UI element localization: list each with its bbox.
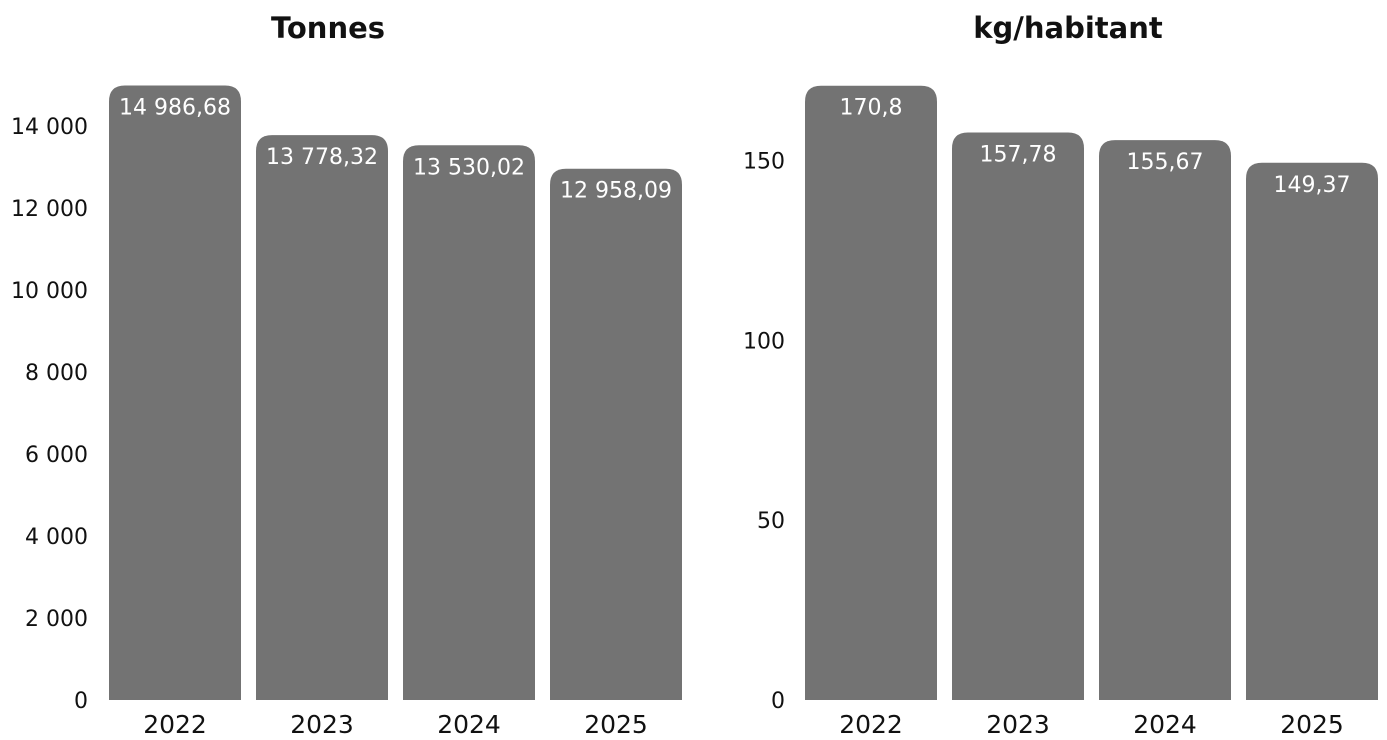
y-axis-ticks: 0 50 100 150 [743,150,785,714]
tonnes-chart: Tonnes 0 2 000 4 000 6 000 8 000 10 000 12 000… [11,11,682,739]
kg-habitant-chart: kg/habitant 0 50 100 150 170,8 2022 157,78 202… [743,11,1378,739]
x-category-label: 2024 [1133,710,1197,739]
bar-2023 [256,135,388,701]
bars: 170,8 2022 157,78 2023 155,67 2024 149,37 2025 [805,85,1378,739]
x-category-label: 2025 [584,710,648,739]
y-tick-label: 100 [743,329,785,354]
chart-title: Tonnes [271,11,385,45]
bar-2022 [805,85,937,700]
y-tick-label: 10 000 [11,279,88,304]
bar-2024 [1099,140,1231,700]
data-label: 13 778,32 [266,145,378,170]
x-category-label: 2023 [290,710,354,739]
y-tick-label: 4 000 [25,525,88,550]
y-tick-label: 8 000 [25,361,88,386]
y-axis-ticks: 0 2 000 4 000 6 000 8 000 10 000 12 000 14 000 [11,115,88,714]
data-label: 157,78 [980,143,1057,168]
data-label: 149,37 [1274,173,1351,198]
bar-2022 [109,85,241,700]
bar-2025 [550,168,682,700]
data-label: 14 986,68 [119,96,231,121]
y-tick-label: 6 000 [25,443,88,468]
y-tick-label: 150 [743,150,785,175]
chart-title: kg/habitant [973,11,1163,45]
bar-2023 [952,132,1084,701]
y-tick-label: 2 000 [25,607,88,632]
data-label: 12 958,09 [560,179,672,204]
y-tick-label: 50 [757,509,785,534]
y-tick-label: 12 000 [11,197,88,222]
bars: 14 986,68 2022 13 778,32 2023 13 530,02 2024 1… [109,85,682,739]
x-category-label: 2024 [437,710,501,739]
y-tick-label: 0 [74,689,88,714]
data-label: 13 530,02 [413,155,525,180]
y-tick-label: 0 [771,689,785,714]
x-category-label: 2022 [839,710,903,739]
data-label: 155,67 [1127,150,1204,175]
y-tick-label: 14 000 [11,115,88,140]
x-category-label: 2022 [143,710,207,739]
bar-2024 [403,145,535,701]
data-label: 170,8 [840,96,903,121]
x-category-label: 2023 [986,710,1050,739]
x-category-label: 2025 [1280,710,1344,739]
bar-2025 [1246,162,1378,700]
